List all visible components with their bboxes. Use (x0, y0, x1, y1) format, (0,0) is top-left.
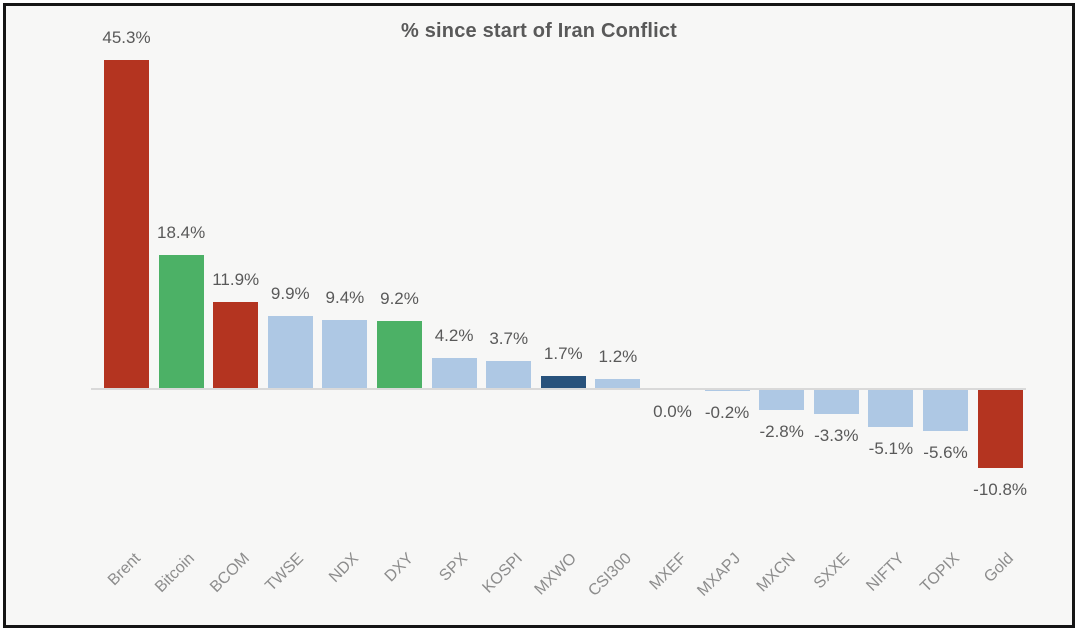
bar-csi300 (595, 379, 641, 388)
bar-dxy (377, 321, 422, 388)
bar-sxxe (813, 390, 859, 414)
value-label-kospi: 3.7% (489, 329, 529, 349)
value-label-mxcn: -2.8% (759, 422, 804, 442)
value-label-gold: -10.8% (973, 480, 1028, 500)
bar-ndx (322, 319, 368, 388)
bar-bitcoin (158, 254, 204, 388)
bar-brent (104, 60, 149, 388)
bar-mxcn (759, 390, 805, 411)
value-label-bcom: 11.9% (212, 269, 260, 289)
value-label-spx: 4.2% (434, 325, 474, 345)
bar-twse (267, 316, 313, 388)
value-label-bitcoin: 18.4% (156, 222, 206, 242)
value-label-topix: -5.6% (923, 442, 968, 462)
value-label-csi300: 1.2% (598, 347, 638, 367)
bar-mxwo (540, 375, 586, 388)
bar-gold (977, 390, 1023, 469)
value-label-brent: 45.3% (102, 28, 151, 48)
chart-title: % since start of Iran Conflict (400, 20, 678, 42)
value-label-twse: 9.9% (270, 284, 310, 304)
bar-nifty (868, 390, 914, 427)
bar-spx (431, 357, 477, 388)
bar-bcom (213, 301, 259, 388)
value-label-mxapj: -0.2% (704, 403, 750, 423)
value-label-nifty: -5.1% (868, 438, 914, 458)
x-axis-baseline (91, 388, 1026, 390)
value-label-mxwo: 1.7% (543, 343, 583, 363)
bar-topix (923, 390, 968, 431)
value-label-ndx: 9.4% (325, 287, 365, 307)
value-label-dxy: 9.2% (380, 289, 419, 309)
chart-frame: % since start of Iran Conflict 45.3% Bren… (3, 3, 1075, 628)
bar-mxapj (704, 390, 750, 392)
plot-area: % since start of Iran Conflict 45.3% Bren… (6, 6, 1072, 625)
value-label-sxxe: -3.3% (814, 425, 859, 445)
value-label-mxef: 0.0% (653, 402, 692, 421)
bar-kospi (486, 361, 532, 388)
